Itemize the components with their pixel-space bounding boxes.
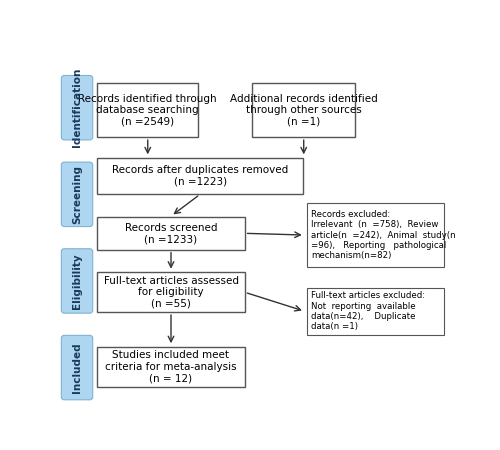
Text: Screening: Screening: [72, 165, 82, 224]
FancyBboxPatch shape: [62, 249, 92, 313]
Text: Included: Included: [72, 342, 82, 393]
Text: Eligibility: Eligibility: [72, 253, 82, 309]
Text: Records identified through
database searching
(n =2549): Records identified through database sear…: [78, 94, 217, 127]
Text: Records screened
(n =1233): Records screened (n =1233): [125, 222, 217, 244]
FancyBboxPatch shape: [252, 83, 355, 137]
Text: Studies included meet
criteria for meta-analysis
(n = 12): Studies included meet criteria for meta-…: [105, 350, 237, 383]
Text: Full-text articles excluded:
Not  reporting  available
data(n=42),    Duplicate
: Full-text articles excluded: Not reporti…: [312, 291, 426, 331]
Text: Identification: Identification: [72, 68, 82, 148]
FancyBboxPatch shape: [62, 162, 92, 226]
FancyBboxPatch shape: [98, 347, 244, 387]
Text: Additional records identified
through other sources
(n =1): Additional records identified through ot…: [230, 94, 378, 127]
FancyBboxPatch shape: [62, 335, 92, 400]
FancyBboxPatch shape: [306, 288, 444, 335]
FancyBboxPatch shape: [98, 83, 198, 137]
Text: Records after duplicates removed
(n =1223): Records after duplicates removed (n =122…: [112, 165, 288, 187]
FancyBboxPatch shape: [62, 76, 92, 140]
FancyBboxPatch shape: [98, 217, 244, 250]
Text: Full-text articles assessed
for eligibility
(n =55): Full-text articles assessed for eligibil…: [104, 275, 238, 309]
FancyBboxPatch shape: [98, 158, 303, 194]
FancyBboxPatch shape: [306, 203, 444, 267]
Text: Records excluded:
Irrelevant  (n  =758),  Review
article(n  =242),  Animal  stud: Records excluded: Irrelevant (n =758), R…: [312, 210, 456, 261]
FancyBboxPatch shape: [98, 272, 244, 312]
